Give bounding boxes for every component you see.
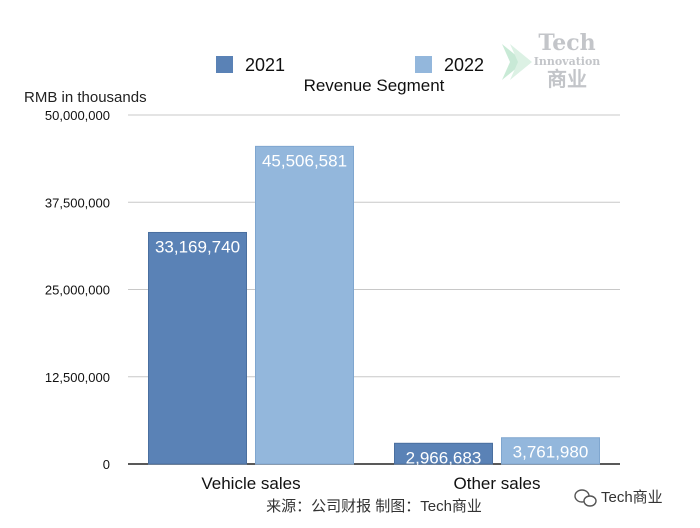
footer-source: 来源：公司财报 制图：Tech商业 xyxy=(266,498,482,515)
category-label: Other sales xyxy=(454,474,541,493)
data-label-2022-1: 3,761,980 xyxy=(513,443,589,462)
legend-swatch-2021 xyxy=(216,56,233,73)
bar-2022-0 xyxy=(255,145,354,465)
bar-2021-1 xyxy=(394,442,493,465)
watermark-line2: Innovation xyxy=(534,55,601,68)
legend: 2021 2022 xyxy=(216,55,484,75)
y-tick-label: 25,000,000 xyxy=(45,283,110,298)
y-axis-ticks: 0 12,500,000 25,000,000 37,500,000 50,000,00… xyxy=(45,108,110,472)
wechat-icon xyxy=(574,489,597,507)
y-tick-label: 0 xyxy=(103,457,110,472)
legend-swatch-2022 xyxy=(415,56,432,73)
category-labels: Vehicle sales Other sales xyxy=(201,474,540,493)
watermark-arrow-icon xyxy=(502,44,524,80)
watermark-line1: Tech xyxy=(538,30,595,56)
y-axis-unit-label: RMB in thousands xyxy=(24,89,147,106)
bar-2021-0 xyxy=(148,231,247,465)
y-tick-label: 37,500,000 xyxy=(45,195,110,210)
watermark-arrow-icon-2 xyxy=(510,44,532,80)
data-label-2022-0: 45,506,581 xyxy=(262,151,347,170)
watermark-line3: 商业 xyxy=(547,67,587,91)
category-label: Vehicle sales xyxy=(201,474,300,493)
bar-2022-1 xyxy=(501,437,600,465)
legend-label-2021: 2021 xyxy=(245,55,285,75)
footer-account: Tech商业 xyxy=(601,489,663,506)
chart-title: Revenue Segment xyxy=(304,76,445,95)
legend-label-2022: 2022 xyxy=(444,55,484,75)
data-label-2021-1: 2,966,683 xyxy=(406,448,482,467)
y-tick-label: 50,000,000 xyxy=(45,108,110,123)
watermark-logo: Tech Innovation 商业 xyxy=(502,30,600,91)
bars: 33,169,740 45,506,581 2,966,683 3,761,980 xyxy=(148,145,600,467)
y-tick-label: 12,500,000 xyxy=(45,370,110,385)
data-label-2021-0: 33,169,740 xyxy=(155,237,240,256)
